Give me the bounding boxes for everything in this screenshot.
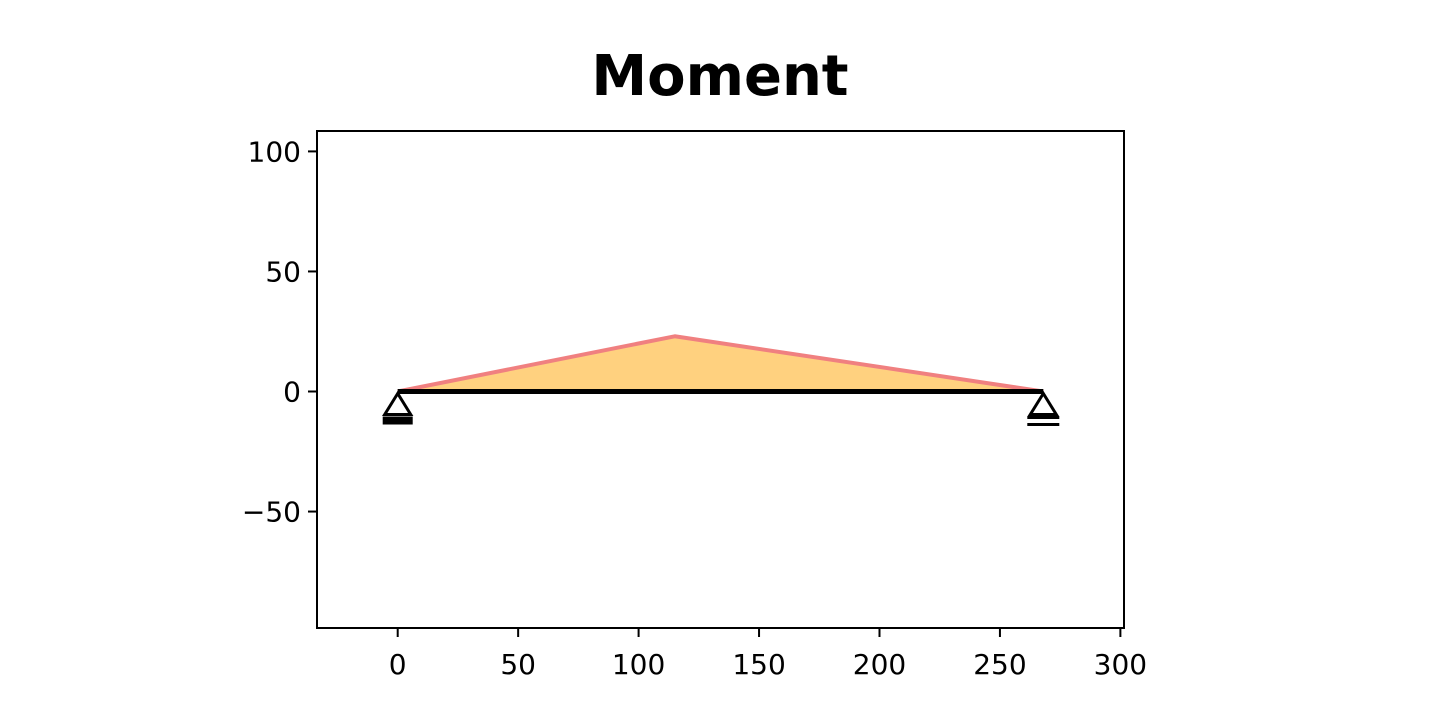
support-pin-0: [382, 390, 414, 417]
x-tick-label: 50: [500, 648, 536, 681]
x-tick-label: 100: [612, 648, 665, 681]
x-tick-label: 0: [389, 648, 407, 681]
y-tick-label: −50: [242, 496, 301, 529]
y-tick-label: 100: [248, 135, 301, 168]
support-pin-base-0: [382, 416, 413, 425]
x-tick-label: 300: [1094, 648, 1147, 681]
moment-area-0: [397, 336, 1044, 392]
moment-line-0: [397, 334, 1044, 394]
y-tick-label: 50: [265, 255, 301, 288]
support-roller-1: [1027, 390, 1059, 417]
y-tick-label: 0: [283, 376, 301, 409]
chart-title: Moment: [591, 44, 848, 109]
x-tick-label: 250: [973, 648, 1026, 681]
x-tick-label: 200: [853, 648, 906, 681]
x-tick-label: 150: [732, 648, 785, 681]
plot-area: 0 50 100 150 200 250 300 −50 0 50 100: [242, 130, 1147, 681]
plot-frame: [316, 130, 1125, 629]
